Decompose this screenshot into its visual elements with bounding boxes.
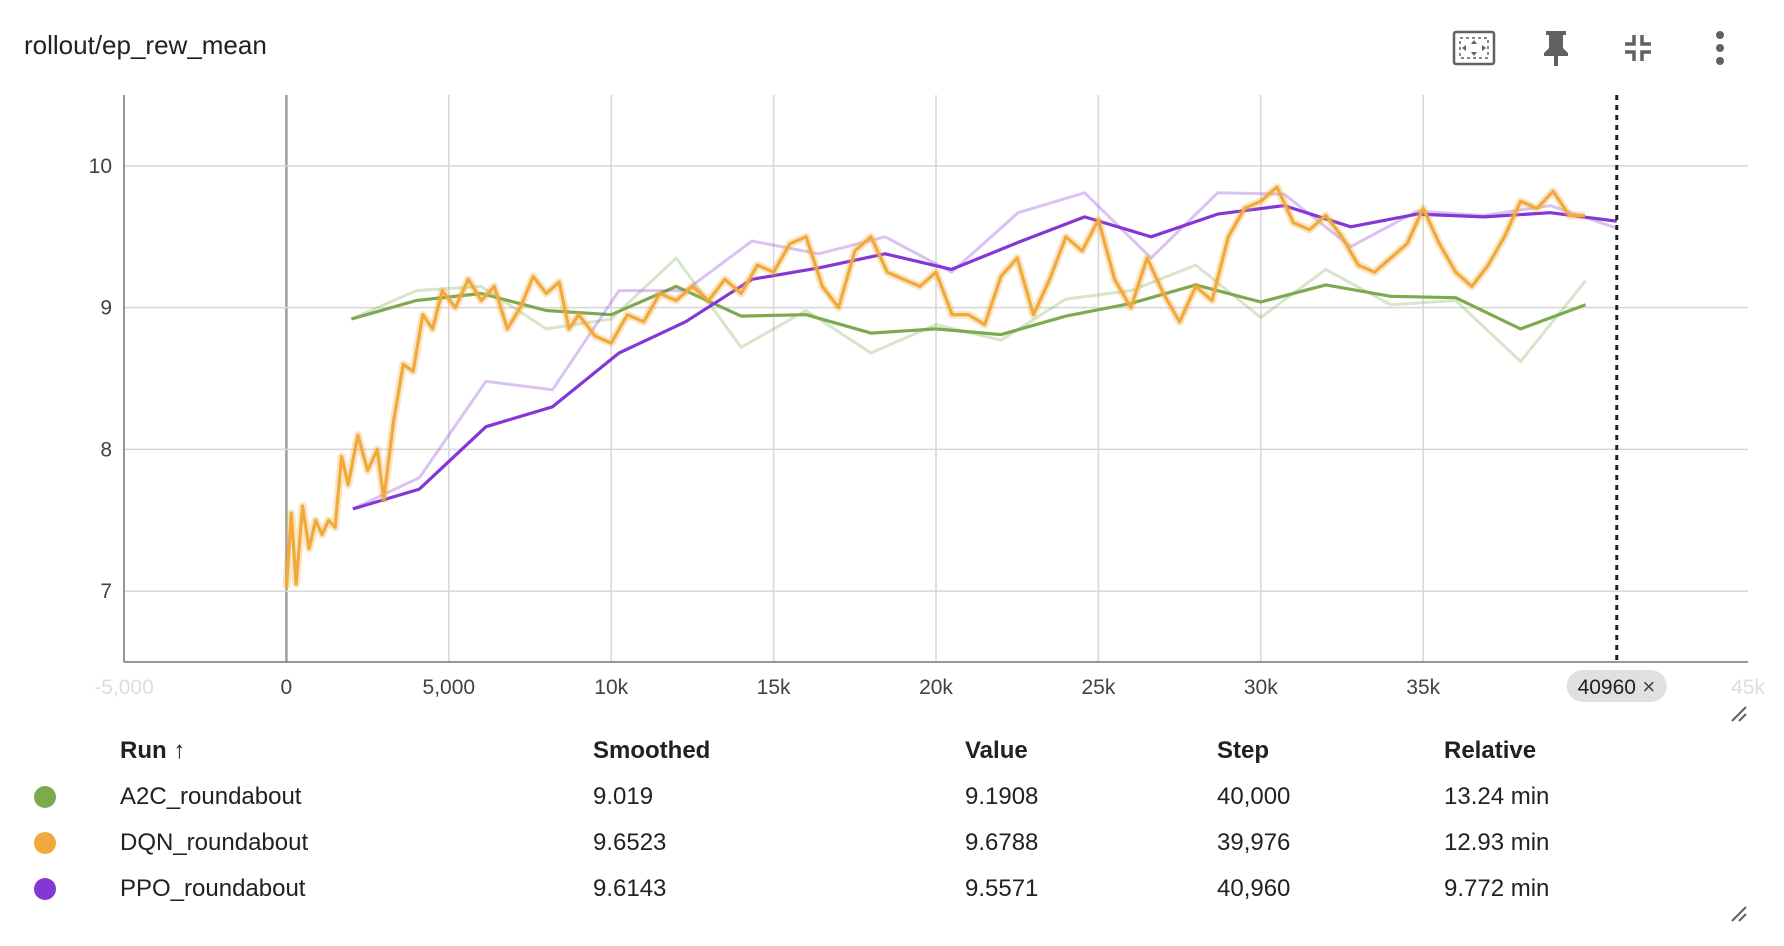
step-value: 40,000: [1217, 783, 1291, 810]
x-tick-label: -5,000: [94, 676, 154, 699]
raw-value: 9.6788: [965, 829, 1039, 856]
run-name: PPO_roundabout: [120, 875, 306, 902]
table-header: Run ↑ Smoothed Value Step Relative: [0, 728, 1784, 774]
header-step[interactable]: Step: [1217, 737, 1270, 764]
x-tick-label: 45k: [1731, 676, 1765, 699]
header-value[interactable]: Value: [965, 737, 1028, 764]
table-row[interactable]: DQN_roundabout 9.6523 9.6788 39,976 12.93 mi…: [0, 820, 1784, 866]
more-button[interactable]: [1696, 24, 1744, 72]
series-layer: [282, 183, 1618, 589]
step-value: 39,976: [1217, 829, 1291, 856]
chart-title: rollout/ep_rew_mean: [24, 30, 267, 60]
run-name: A2C_roundabout: [120, 783, 302, 810]
table-body: A2C_roundabout 9.019 9.1908 40,000 13.24 min…: [0, 774, 1784, 912]
relative-time: 12.93 min: [1444, 829, 1550, 856]
run-color-dot: [34, 832, 56, 854]
a2c-roundabout-smoothed-line: [350, 283, 1587, 337]
x-tick-label: 20k: [919, 676, 953, 699]
smoothed-value: 9.6523: [593, 829, 667, 856]
relative-time: 13.24 min: [1444, 783, 1550, 810]
step-cursor: 40960 ×: [1566, 95, 1667, 702]
ppo-roundabout-smoothed-line: [352, 204, 1618, 511]
axes: -5,000 0 5,000 10k 15k 20k 25k 30k 35k 45k 7 8 9 10: [89, 95, 1765, 699]
smoothed-value: 9.019: [593, 783, 654, 810]
close-icon: ×: [1642, 674, 1655, 699]
step-value: 40,960: [1217, 875, 1291, 902]
x-tick-label: 0: [281, 676, 293, 699]
table-row[interactable]: PPO_roundabout 9.6143 9.5571 40,960 9.772 mi…: [0, 866, 1784, 912]
x-tick-label: 25k: [1081, 676, 1115, 699]
header-relative[interactable]: Relative: [1444, 737, 1537, 764]
cursor-step-label: 40960: [1578, 676, 1636, 699]
fit-domain-icon: [1452, 30, 1496, 66]
smoothed-value: 9.6143: [593, 875, 667, 902]
chart-resize-handle[interactable]: [1730, 705, 1748, 723]
table-row[interactable]: A2C_roundabout 9.019 9.1908 40,000 13.24 min: [0, 774, 1784, 820]
y-tick-label: 9: [100, 297, 112, 320]
pin-button[interactable]: [1532, 24, 1580, 72]
more-vert-icon: [1716, 31, 1724, 65]
run-color-dot: [34, 878, 56, 900]
collapse-icon: [1625, 35, 1651, 61]
y-tick-label: 10: [89, 155, 112, 178]
dqn-roundabout-smoothed-line: [284, 185, 1585, 589]
x-tick-label: 35k: [1406, 676, 1440, 699]
collapse-button[interactable]: [1614, 24, 1662, 72]
a2c-roundabout-raw-line: [350, 255, 1587, 364]
header-smoothed[interactable]: Smoothed: [593, 737, 711, 764]
ppo-roundabout-raw-line: [352, 191, 1618, 511]
header-run[interactable]: Run ↑: [120, 737, 186, 764]
table-resize-handle[interactable]: [1730, 905, 1748, 923]
runs-table: Run ↑ Smoothed Value Step Relative A2C_r…: [0, 728, 1784, 912]
line-chart[interactable]: -5,000 0 5,000 10k 15k 20k 25k 30k 35k 45k 7 8 9 10 4…: [0, 85, 1784, 715]
grid: [124, 95, 1748, 662]
y-tick-label: 7: [100, 580, 112, 603]
run-color-dot: [34, 786, 56, 808]
x-tick-label: 10k: [594, 676, 628, 699]
x-tick-label: 5,000: [423, 676, 476, 699]
relative-time: 9.772 min: [1444, 875, 1550, 902]
cursor-chip: [1566, 670, 1667, 702]
x-tick-label: 15k: [757, 676, 791, 699]
fit-domain-button[interactable]: [1450, 24, 1498, 72]
run-name: DQN_roundabout: [120, 829, 309, 856]
x-tick-label: 30k: [1244, 676, 1278, 699]
pin-icon: [1544, 31, 1568, 66]
y-tick-label: 8: [100, 438, 112, 461]
card-toolbar: [1450, 24, 1744, 72]
raw-value: 9.1908: [965, 783, 1039, 810]
raw-value: 9.5571: [965, 875, 1039, 902]
